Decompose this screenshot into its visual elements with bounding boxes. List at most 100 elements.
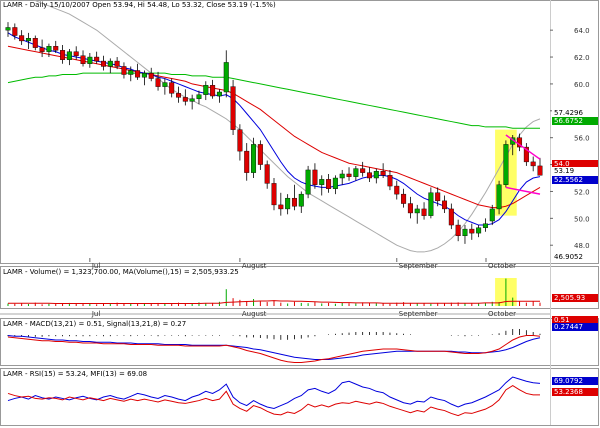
candle-body — [380, 171, 386, 176]
candle-body — [100, 60, 106, 67]
candle-body — [394, 185, 400, 195]
candle-body — [421, 208, 427, 216]
volume-tag: 2,505.93 — [554, 294, 585, 302]
rsi-header: LAMR - RSI(15) = 53.24, MFI(13) = 69.08 — [3, 370, 147, 378]
volume-month-label: September — [399, 310, 438, 318]
rsi-tag-bg — [552, 377, 598, 385]
candle-body — [5, 27, 11, 31]
rsi-line — [7, 384, 540, 417]
price-tick-label: 64.0 — [574, 27, 590, 35]
candle-body — [210, 85, 216, 97]
candle-body — [455, 224, 461, 237]
candle-body — [482, 223, 488, 228]
volume-panel: Jul August September October 2,505.93 — [0, 278, 598, 318]
candle-body — [32, 38, 38, 48]
candle-body — [489, 208, 495, 222]
candle-body — [114, 60, 120, 67]
candle-body — [319, 179, 325, 185]
price-tag-bg — [552, 176, 598, 184]
trend-line — [505, 134, 541, 160]
price-tick-label: 52.0 — [574, 188, 590, 196]
candle-body — [162, 82, 168, 87]
candle-body — [141, 72, 147, 78]
candle-body — [251, 144, 257, 173]
panel-frame-0 — [0, 0, 599, 264]
candle-body — [360, 168, 366, 173]
candle-body — [244, 150, 250, 173]
macd-panel: 0.510.27447 — [7, 316, 598, 363]
macd-header: LAMR - MACD(13,21) = 0.51, Signal(13,21,… — [3, 320, 186, 328]
candle-body — [128, 70, 134, 75]
volume-month-label: Jul — [91, 310, 101, 318]
month-label: September — [399, 262, 438, 270]
volume-ma-line — [8, 300, 540, 304]
candle-body — [53, 46, 59, 51]
rsi-tag: 69.0792 — [554, 377, 583, 385]
candle-body — [346, 173, 352, 177]
price-tag-bg — [552, 117, 598, 125]
panel-frame-2 — [0, 318, 599, 366]
candle-body — [107, 60, 113, 67]
month-label: August — [242, 262, 267, 270]
price-tag: 57.4296 — [554, 109, 583, 117]
candle-body — [182, 97, 188, 102]
candle-body — [12, 27, 18, 36]
price-tag: 54.0 — [554, 160, 570, 168]
price-tag-bg — [552, 253, 598, 261]
macd-tag: 0.51 — [554, 316, 570, 324]
volume-month-label: October — [488, 310, 516, 318]
candle-body — [373, 171, 379, 179]
candle-body — [155, 78, 161, 87]
price-tag-bg — [552, 167, 598, 175]
month-label: October — [488, 262, 516, 270]
mfi-line — [7, 376, 541, 409]
candle-body — [523, 146, 529, 163]
price-tick-label: 50.0 — [574, 215, 590, 223]
candle-body — [353, 168, 359, 177]
price-tag: 52.5562 — [554, 176, 583, 184]
candle-body — [503, 144, 509, 185]
price-tag-bg — [552, 160, 598, 168]
macd-tag-bg — [552, 316, 598, 324]
candle-body — [291, 197, 297, 207]
candle-body — [176, 93, 182, 98]
month-label: Jul — [91, 262, 101, 270]
candle-body — [278, 204, 284, 210]
macd-line — [7, 335, 541, 363]
candle-body — [264, 164, 270, 184]
volume-header: LAMR - Volume() = 1,323,700.00, MA(Volum… — [3, 268, 239, 276]
price-tick-label: 60.0 — [574, 81, 590, 89]
price-tag: 46.9052 — [554, 253, 583, 261]
candle-body — [326, 179, 332, 189]
candle-body — [387, 175, 393, 187]
price-tick-label: 56.0 — [574, 135, 590, 143]
candle-body — [80, 55, 86, 64]
price-tag: 53.19 — [554, 167, 574, 175]
candle-body — [230, 86, 236, 130]
candle-body — [46, 46, 52, 52]
candle-body — [442, 200, 448, 210]
candle-body — [462, 228, 468, 237]
candle-body — [223, 62, 229, 93]
candle-body — [339, 173, 345, 179]
candle-body — [87, 56, 93, 64]
candle-body — [298, 193, 304, 207]
candle-body — [237, 129, 243, 152]
panel-frame-3 — [0, 368, 599, 426]
price-panel: JulAugustSeptemberOctober64.062.060.058.… — [5, 0, 598, 270]
candle-body — [148, 72, 154, 79]
candle-body — [19, 35, 25, 42]
candle-body — [257, 144, 263, 165]
candle-body — [271, 183, 277, 206]
candle-body — [435, 192, 441, 202]
candle-body — [428, 192, 434, 216]
macd-signal-line — [7, 335, 541, 360]
candle-body — [73, 51, 79, 56]
candle-body — [448, 208, 454, 226]
candle-body — [312, 169, 318, 185]
candle-body — [366, 172, 372, 179]
candle-body — [476, 227, 482, 234]
price-header: LAMR - Daily 15/10/2007 Open 53.94, Hi 5… — [3, 1, 276, 9]
